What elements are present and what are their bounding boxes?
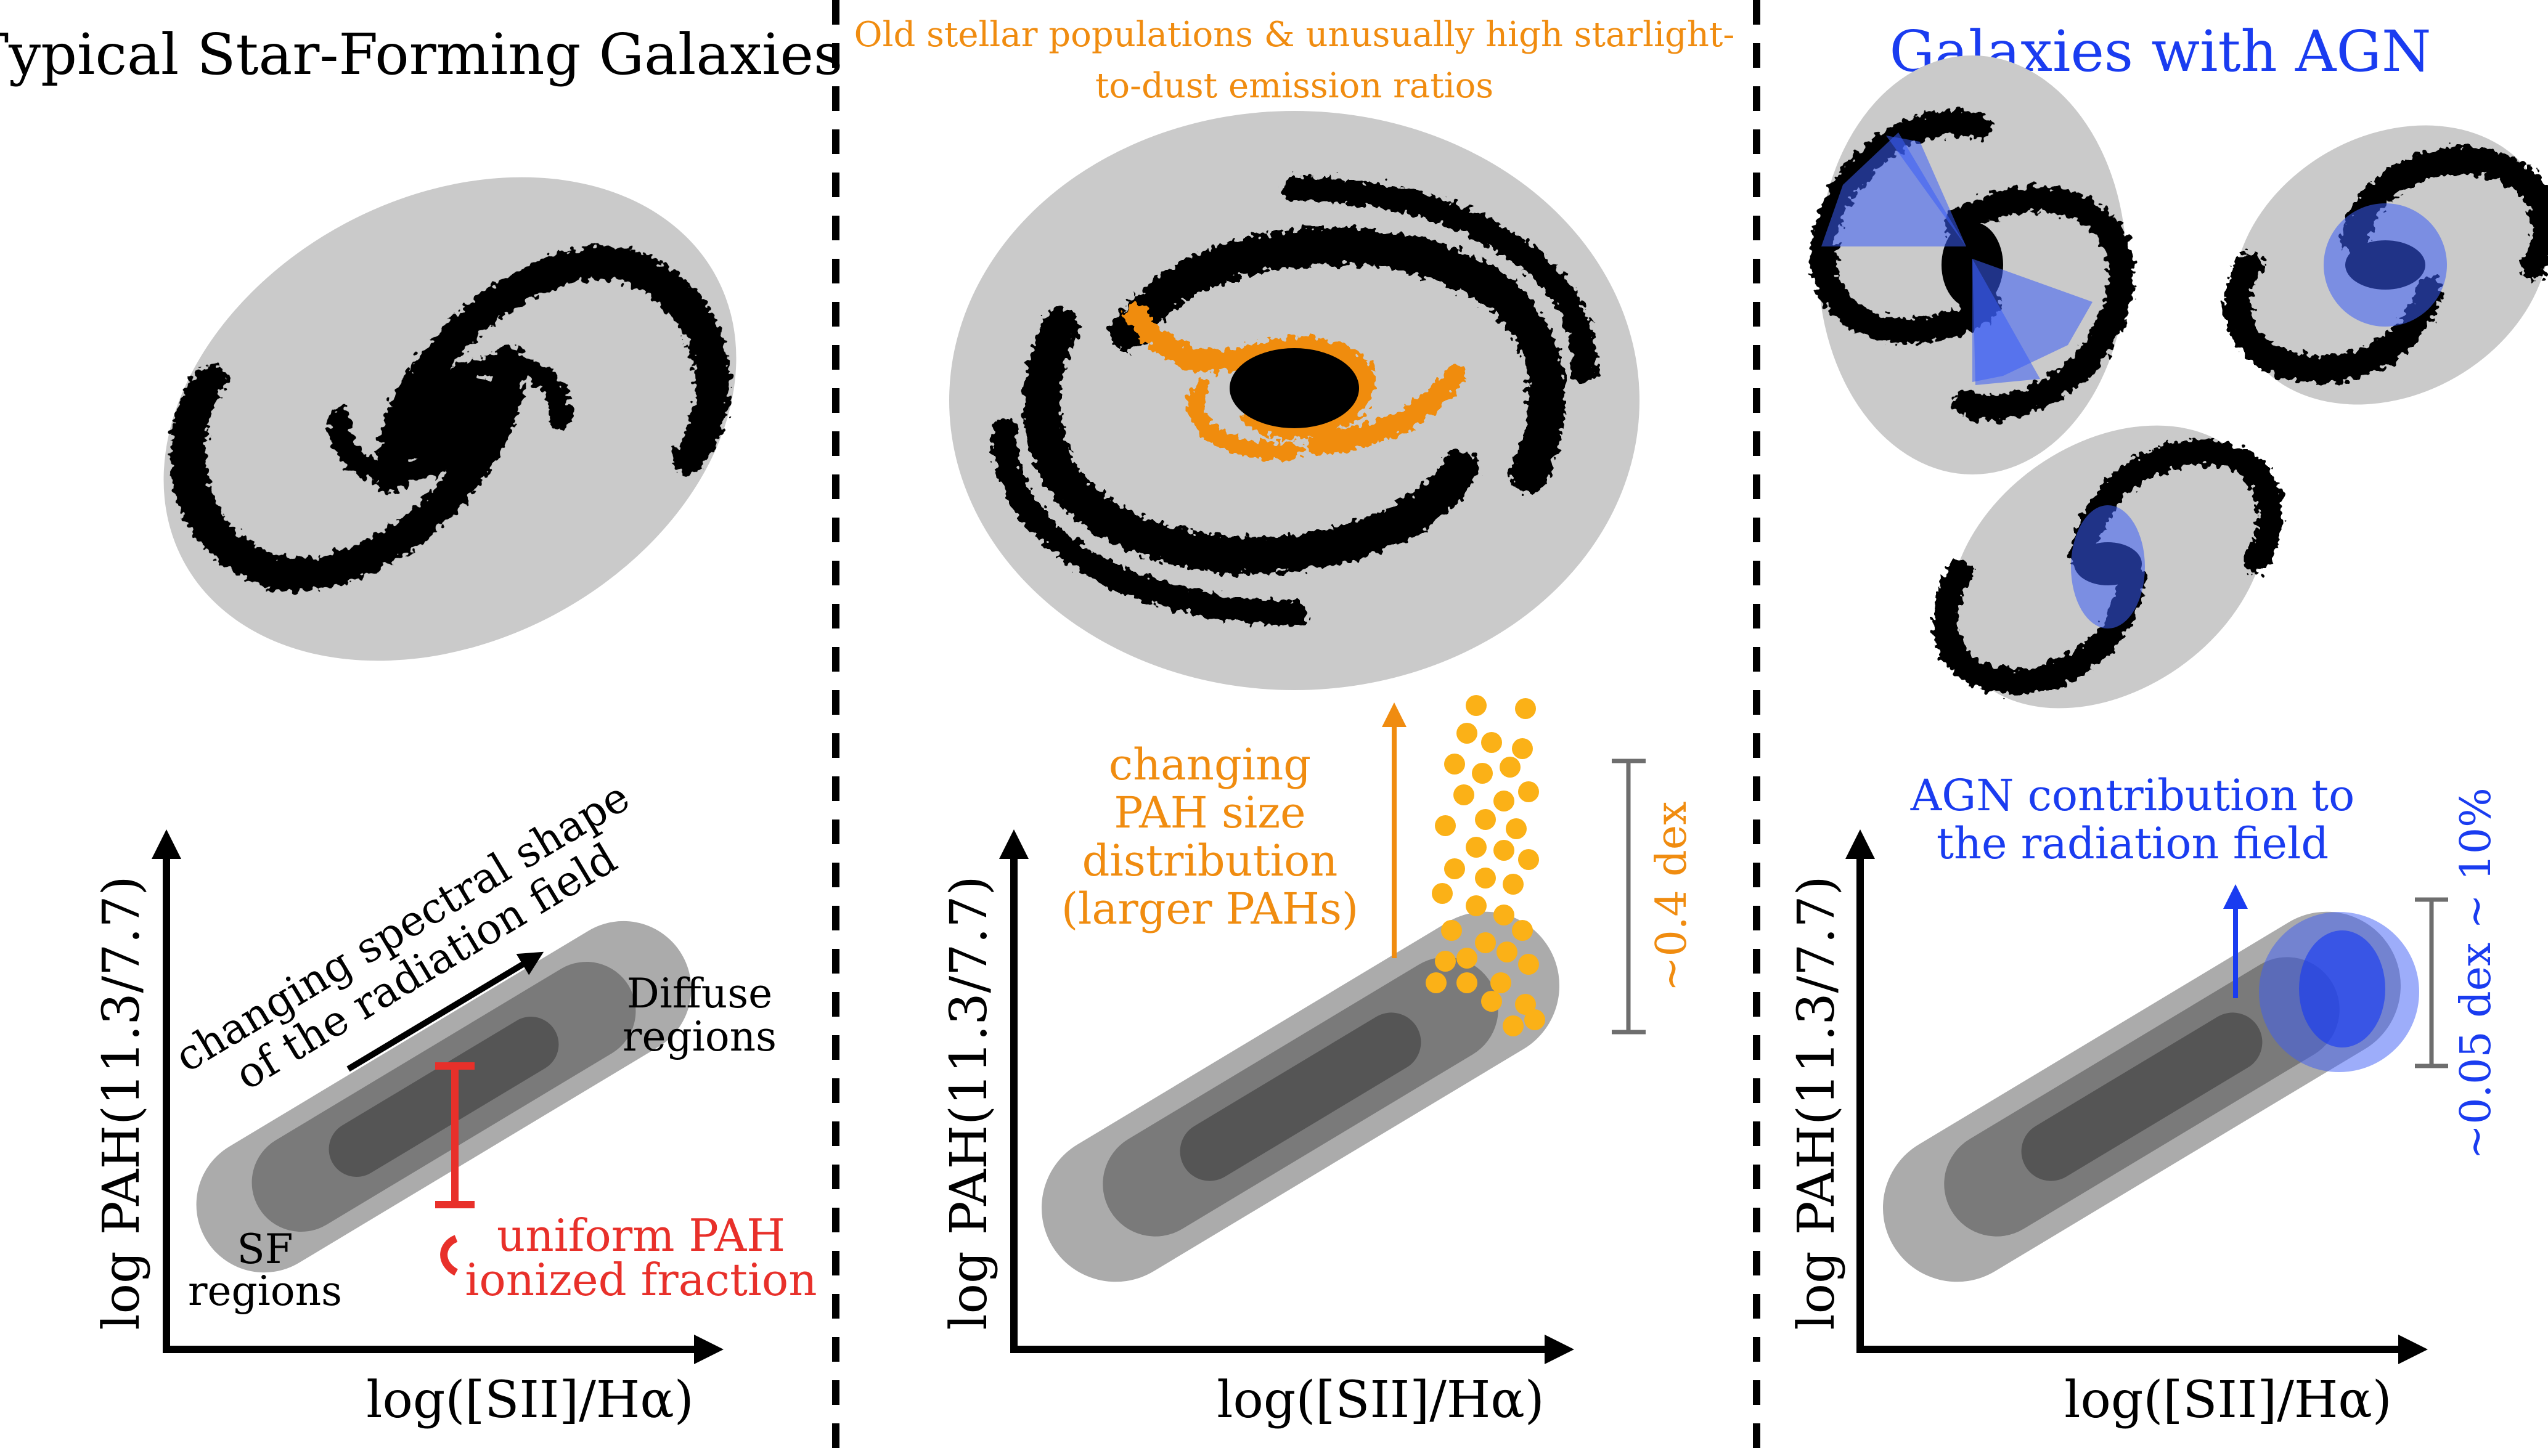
agn-label-1: AGN contribution to xyxy=(1910,770,2355,821)
uniform-label-2: ionized fraction xyxy=(465,1254,817,1306)
left-title: Typical Star-Forming Galaxies xyxy=(0,22,843,87)
agn-cone-icon xyxy=(1821,132,2093,385)
ring-galaxy-icon xyxy=(949,111,1639,690)
middle-relation-bands xyxy=(1041,911,1560,1282)
agn-galaxy-icon-c xyxy=(1932,425,2284,709)
left-relation-bands xyxy=(196,921,692,1273)
dex-bracket-middle xyxy=(1612,759,1646,1035)
agn-label-2: the radiation field xyxy=(1937,818,2329,869)
agn-galaxy-icon-b xyxy=(2224,125,2548,405)
changing-label-3: distribution xyxy=(1082,836,1338,886)
right-y-label: log PAH(11.3/7.7) xyxy=(1787,876,1846,1330)
middle-title-2: to-dust emission ratios xyxy=(1095,66,1493,106)
right-x-label: log([SII]/Hα) xyxy=(2064,1371,2392,1430)
diffuse-label-1: Diffuse xyxy=(627,970,772,1017)
sf-label-2: regions xyxy=(188,1267,342,1315)
uniform-label-1: uniform PAH xyxy=(497,1210,785,1261)
spectral-shape-arrow xyxy=(346,951,544,1072)
panel-right: Galaxies with AGN xyxy=(1787,18,2548,1430)
middle-y-label: log PAH(11.3/7.7) xyxy=(940,876,998,1330)
sf-label-1: SF xyxy=(237,1226,293,1273)
middle-title-1: Old stellar populations & unusually high… xyxy=(854,15,1735,55)
panel-left: Typical Star-Forming Galaxies log PAH(11… xyxy=(0,22,843,1430)
left-y-label: log PAH(11.3/7.7) xyxy=(92,876,151,1330)
old-population-dots xyxy=(1426,695,1545,1036)
left-x-label: log([SII]/Hα) xyxy=(366,1371,694,1430)
uniform-fraction-bar xyxy=(435,1062,475,1276)
changing-label-2: PAH size xyxy=(1114,787,1305,838)
dex-label-middle: ~0.4 dex xyxy=(1648,802,1696,992)
dex-bracket-right xyxy=(2415,897,2448,1068)
middle-x-label: log([SII]/Hα) xyxy=(1217,1371,1545,1430)
changing-label-4: (larger PAHs) xyxy=(1061,884,1358,934)
dex-label-right: ~0.05 dex ~ 10% xyxy=(2452,787,2501,1159)
agn-contribution-blob xyxy=(2259,912,2419,1072)
diffuse-label-2: regions xyxy=(623,1013,777,1060)
spiral-galaxy-icon xyxy=(163,177,737,661)
panel-middle: Old stellar populations & unusually high… xyxy=(854,15,1735,1430)
changing-label-1: changing xyxy=(1109,739,1311,790)
